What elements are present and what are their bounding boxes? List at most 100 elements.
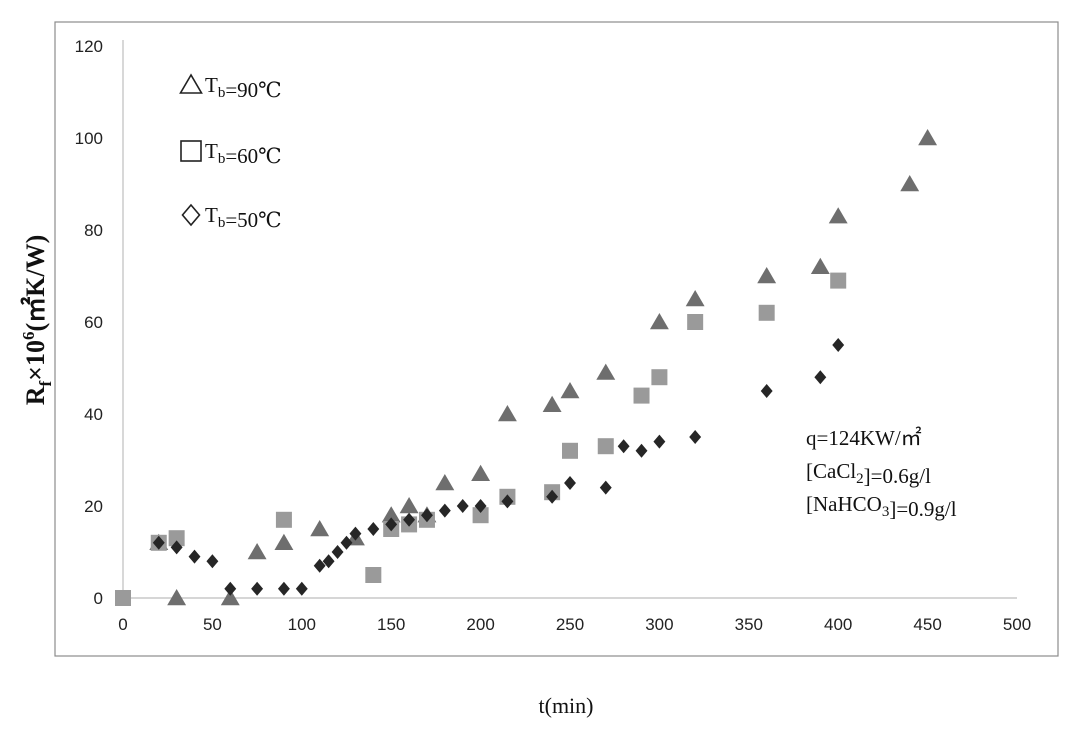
data-point-triangle [685, 290, 705, 307]
legend-label: Tb=90℃ [205, 73, 282, 102]
data-point-square [168, 530, 185, 547]
y-tick-label: 40 [84, 405, 103, 424]
data-point-triangle [497, 405, 517, 422]
legend-marker-triangle [179, 73, 203, 94]
data-point-diamond [385, 517, 398, 532]
data-point-square [275, 511, 292, 528]
data-point-diamond [295, 581, 308, 596]
data-point-diamond [322, 554, 335, 569]
x-tick-label: 100 [288, 615, 316, 634]
y-tick-label: 120 [75, 37, 103, 56]
data-point-diamond [367, 522, 380, 536]
data-point-diamond [635, 443, 648, 458]
x-tick-label: 50 [203, 615, 222, 634]
data-point-diamond [564, 476, 576, 490]
annotation-line: q=124KW/㎡ [806, 426, 922, 450]
data-point-diamond [251, 581, 264, 596]
x-tick-label: 250 [556, 615, 584, 634]
data-point-diamond [340, 535, 353, 550]
annotation-line: [NaHCO3]=0.9g/l [806, 492, 957, 521]
annotation-line: [CaCl2]=0.6g/l [806, 459, 931, 488]
data-point-triangle [560, 382, 580, 399]
data-point-square [597, 438, 614, 455]
data-point-diamond [689, 430, 702, 444]
legend-marker-diamond [181, 203, 201, 227]
tick-labels: 0 50 100 150 200 250 300 350 400 450 500 0 20 40 60 80 1… [75, 37, 1032, 634]
x-tick-label: 350 [735, 615, 763, 634]
series-0 [149, 129, 938, 606]
data-point-square [633, 387, 650, 404]
data-point-triangle [220, 589, 240, 606]
data-point-square [758, 304, 775, 321]
data-point-square [651, 369, 668, 386]
x-tick-label: 450 [913, 615, 941, 634]
y-axis-title: Rf×106(㎡K/W) [19, 235, 55, 406]
data-point-square [562, 442, 578, 459]
data-point-diamond [206, 554, 219, 569]
data-point-triangle [167, 589, 187, 606]
y-tick-label: 20 [84, 497, 103, 516]
data-point-diamond [501, 494, 514, 509]
data-point-triangle [542, 395, 562, 412]
data-point-diamond [277, 581, 290, 596]
x-tick-label: 0 [118, 615, 127, 634]
data-point-diamond [170, 540, 183, 555]
legend-label: Tb=50℃ [205, 203, 282, 232]
data-point-diamond [599, 480, 612, 495]
x-tick-label: 150 [377, 615, 405, 634]
y-tick-label: 100 [75, 129, 103, 148]
x-tick-label: 300 [645, 615, 673, 634]
data-point-diamond [438, 503, 451, 518]
data-point-triangle [274, 533, 294, 550]
series-1 [115, 272, 847, 606]
data-points [115, 129, 938, 606]
data-point-diamond [546, 489, 559, 504]
data-point-square [687, 314, 704, 330]
data-point-diamond [456, 499, 469, 513]
data-point-triangle [918, 129, 938, 146]
data-point-square [115, 590, 131, 606]
data-point-diamond [331, 545, 344, 559]
data-point-square [472, 507, 489, 524]
data-point-triangle [247, 543, 267, 560]
data-point-diamond [832, 338, 845, 352]
data-point-diamond [313, 558, 326, 573]
series-2 [152, 338, 845, 596]
data-point-diamond [403, 512, 416, 527]
data-point-diamond [224, 581, 237, 596]
data-point-triangle [399, 497, 419, 514]
data-point-triangle [900, 175, 920, 192]
data-point-square [365, 567, 382, 583]
x-axis-title: t(min) [539, 693, 594, 718]
x-tick-label: 200 [466, 615, 494, 634]
y-tick-label: 60 [84, 313, 103, 332]
data-point-triangle [471, 464, 491, 481]
data-point-diamond [421, 508, 433, 523]
data-point-diamond [474, 499, 487, 513]
y-tick-label: 80 [84, 221, 103, 240]
legend-label: Tb=60℃ [205, 139, 282, 168]
y-tick-label: 0 [94, 589, 103, 608]
data-point-diamond [653, 434, 666, 449]
legend: Tb=90℃ Tb=60℃ Tb=50℃ [179, 73, 282, 232]
data-point-diamond [814, 370, 827, 385]
data-point-triangle [310, 520, 330, 537]
data-point-triangle [810, 257, 830, 274]
x-tick-label: 500 [1003, 615, 1031, 634]
data-point-triangle [757, 267, 777, 284]
axes [122, 40, 1017, 599]
data-point-triangle [381, 506, 401, 523]
data-point-diamond [617, 439, 630, 454]
data-point-triangle [596, 363, 616, 380]
data-point-diamond [349, 526, 362, 541]
annotation-box: q=124KW/㎡ [CaCl2]=0.6g/l [NaHCO3]=0.9g/l [806, 426, 957, 521]
data-point-diamond [188, 549, 201, 564]
chart-frame [54, 21, 1059, 657]
data-point-diamond [152, 535, 165, 550]
data-point-triangle [828, 207, 848, 224]
data-point-triangle [435, 474, 455, 491]
x-tick-label: 400 [824, 615, 852, 634]
data-point-triangle [649, 313, 669, 330]
data-point-square [830, 272, 847, 289]
